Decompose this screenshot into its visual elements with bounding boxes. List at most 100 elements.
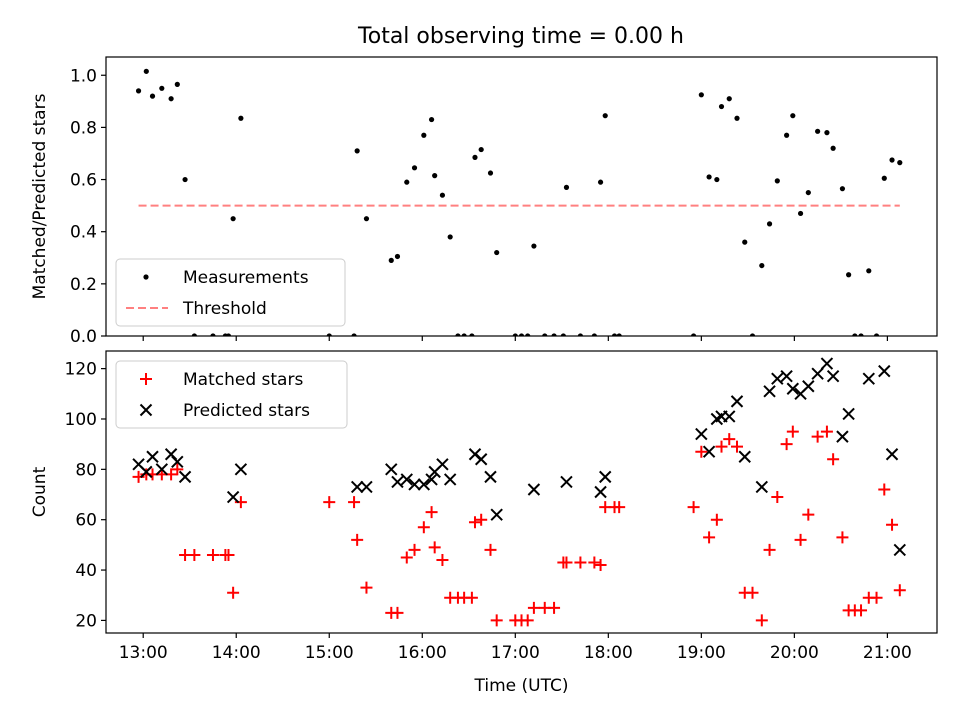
measurement-point (191, 333, 197, 336)
x-tick-label: 13:00 (119, 643, 168, 663)
legend-marker-dot (143, 274, 149, 280)
matched-point (588, 556, 601, 569)
measurement-point (866, 268, 872, 274)
measurement-point (815, 128, 821, 134)
predicted-point (811, 367, 824, 380)
predicted-point (385, 463, 398, 476)
measurement-point (168, 96, 174, 102)
matched-point (351, 533, 364, 546)
measurement-point (394, 253, 401, 260)
predicted-point (391, 475, 404, 489)
predicted-point (771, 372, 784, 385)
y-axis-label: Count (30, 466, 50, 517)
measurement-point (326, 333, 332, 336)
matched-point (820, 425, 833, 438)
measurement-point (597, 179, 604, 185)
measurement-point (494, 249, 500, 256)
measurement-point (542, 333, 548, 336)
chart-title: Total observing time = 0.00 h (357, 24, 684, 49)
matched-point (695, 445, 708, 458)
measurement-point (149, 93, 156, 99)
matched-point (490, 614, 503, 627)
predicted-point (425, 473, 438, 486)
y-tick-label: 0.6 (70, 171, 97, 191)
matched-point (527, 601, 540, 614)
measurement-point (873, 333, 880, 336)
measurement-point (852, 333, 858, 336)
predicted-point (527, 483, 541, 496)
matched-point (465, 591, 478, 604)
predicted-point (862, 372, 875, 385)
matched-point (206, 548, 219, 561)
measurement-point (706, 174, 712, 180)
measurement-point (714, 176, 720, 183)
matched-point (468, 516, 481, 529)
predicted-point (802, 380, 815, 393)
matched-point (827, 453, 840, 466)
predicted-point (836, 430, 849, 443)
measurement-point (512, 333, 518, 336)
measurement-point (421, 132, 427, 138)
x-tick-label: 16:00 (398, 643, 447, 663)
y-tick-label: 100 (65, 410, 97, 430)
matched-point (548, 601, 561, 614)
predicted-point (885, 448, 899, 461)
legend-label: Predicted stars (183, 401, 310, 421)
y-tick-label: 0.2 (70, 275, 97, 295)
measurement-point (455, 333, 461, 336)
measurement-point (225, 333, 232, 336)
measurement-point (525, 333, 531, 336)
matched-point (428, 541, 441, 554)
predicted-point (599, 470, 612, 484)
measurement-point (577, 333, 584, 336)
predicted-point (878, 364, 891, 378)
x-tick-label: 17:00 (491, 643, 540, 663)
measurement-point (784, 132, 790, 138)
matched-point (870, 591, 883, 604)
y-tick-label: 80 (75, 460, 97, 480)
matched-point (893, 584, 906, 597)
predicted-point (738, 450, 751, 463)
measurement-point (174, 81, 180, 87)
measurement-point (439, 192, 446, 198)
legend-box (115, 258, 346, 327)
predicted-point (893, 543, 906, 557)
predicted-point (842, 407, 855, 421)
predicted-point (490, 508, 503, 521)
measurement-point (591, 333, 597, 336)
predicted-point (226, 490, 240, 504)
matched-point (886, 518, 899, 531)
panel-ratio: 0.0 0.2 0.4 0.6 0.8 1.0 Matched/Predicted star… (30, 56, 938, 347)
measurement-point (518, 333, 525, 336)
predicted-point (408, 478, 421, 491)
predicted-point (360, 480, 373, 494)
x-tick-label: 20:00 (770, 643, 819, 663)
matched-point (425, 506, 438, 519)
measurement-point (135, 88, 142, 94)
measurement-point (182, 176, 188, 183)
matched-point (794, 533, 807, 546)
y-tick-label: 0.4 (70, 223, 97, 243)
y-tick-label: 60 (75, 511, 97, 531)
matched-point (574, 556, 587, 569)
matched-point (417, 521, 430, 534)
predicted-point (594, 485, 607, 499)
legend: Measurements Threshold (115, 258, 346, 327)
legend-marker-plus (140, 373, 152, 385)
predicted-point (436, 458, 449, 471)
predicted-point (695, 427, 708, 441)
measurement-point (531, 243, 537, 249)
matched-point (594, 559, 607, 572)
matched-point (613, 501, 626, 514)
measurement-point (749, 333, 756, 336)
measurement-point (889, 157, 895, 163)
matched-point (802, 508, 815, 521)
measurement-point (238, 115, 244, 121)
matched-point (878, 483, 891, 496)
legend-item: Predicted stars (139, 401, 310, 421)
measurement-point (734, 115, 740, 121)
y-axis-label: Matched/Predicted stars (30, 93, 50, 299)
matched-point (360, 581, 373, 594)
matched-point (687, 501, 700, 514)
